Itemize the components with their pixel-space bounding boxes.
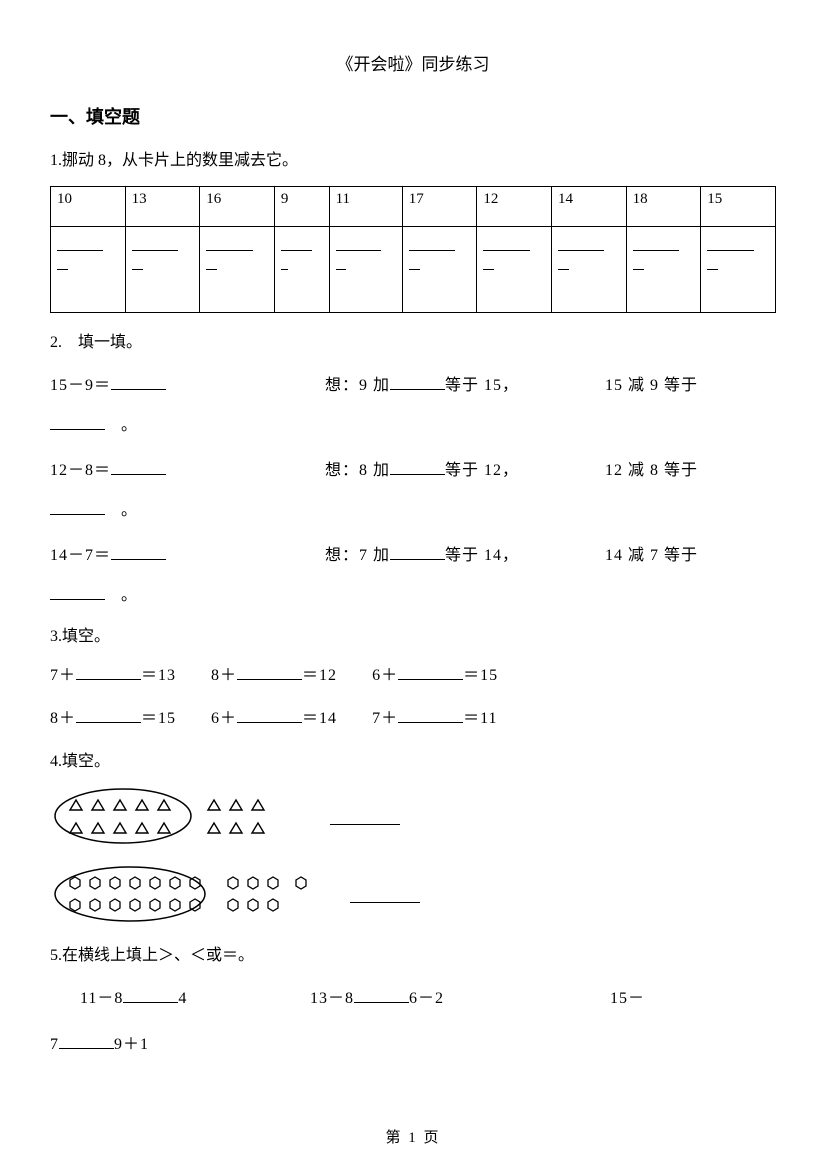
- q2-row-cont: 。: [50, 581, 776, 605]
- q4-body: [50, 786, 776, 924]
- table-blank-cell: [552, 226, 627, 312]
- table-blank-cell: [329, 226, 402, 312]
- table-header-cell: 9: [274, 186, 329, 226]
- triangles-diagram: [50, 786, 300, 846]
- q5-item-b: 13－86－2: [310, 981, 610, 1016]
- q2-row-cont: 。: [50, 411, 776, 435]
- q5-item-a: 11－84: [50, 981, 310, 1016]
- table-header-cell: 15: [701, 186, 776, 226]
- table-header-cell: 16: [200, 186, 275, 226]
- q1-prompt: 1.挪动 8，从卡片上的数里减去它。: [50, 147, 776, 176]
- table-blank-cell: [200, 226, 275, 312]
- q1-table: 1013169111712141815: [50, 186, 776, 313]
- table-blank-cell: [274, 226, 329, 312]
- q5-item-d: 79＋1: [50, 1030, 776, 1054]
- q2-prompt: 2. 填一填。: [50, 329, 776, 358]
- table-blank-cell: [477, 226, 552, 312]
- table-header-cell: 11: [329, 186, 402, 226]
- q4-prompt: 4.填空。: [50, 748, 776, 777]
- table-blank-cell: [626, 226, 701, 312]
- q2-row: 15－9＝想：9 加等于 15，15 减 9 等于: [50, 368, 776, 403]
- table-blank-cell: [51, 226, 126, 312]
- section-1-header: 一、填空题: [50, 103, 776, 129]
- q2-row: 12－8＝想：8 加等于 12，12 减 8 等于: [50, 453, 776, 488]
- q3-body: 7＋＝13 8＋＝12 6＋＝15 8＋＝15 6＋＝14 7＋＝11: [50, 662, 776, 734]
- q5-prompt: 5.在横线上填上＞、＜或＝。: [50, 942, 776, 971]
- table-header-cell: 18: [626, 186, 701, 226]
- table-header-cell: 17: [402, 186, 477, 226]
- q4-row-triangles: [50, 786, 776, 846]
- q2-row: 14－7＝想：7 加等于 14，14 减 7 等于: [50, 538, 776, 573]
- table-blank-cell: [402, 226, 477, 312]
- page-title: 《开会啦》同步练习: [50, 50, 776, 75]
- q3-prompt: 3.填空。: [50, 623, 776, 652]
- q3-row-2: 8＋＝15 6＋＝14 7＋＝11: [50, 705, 776, 734]
- table-header-cell: 10: [51, 186, 126, 226]
- table-header-cell: 14: [552, 186, 627, 226]
- q4-row-hexagons: [50, 864, 776, 924]
- q5-item-c: 15－: [610, 981, 776, 1016]
- table-blank-cell: [701, 226, 776, 312]
- q2-row-cont: 。: [50, 496, 776, 520]
- q5-body: 11－84 13－86－2 15－ 79＋1: [50, 981, 776, 1054]
- table-header-cell: 12: [477, 186, 552, 226]
- q2-body: 15－9＝想：9 加等于 15，15 减 9 等于 。 12－8＝想：8 加等于 …: [50, 368, 776, 606]
- q3-row-1: 7＋＝13 8＋＝12 6＋＝15: [50, 662, 776, 691]
- table-header-cell: 13: [125, 186, 200, 226]
- page-number: 第 1 页: [0, 1126, 826, 1147]
- table-blank-cell: [125, 226, 200, 312]
- hexagons-diagram: [50, 864, 320, 924]
